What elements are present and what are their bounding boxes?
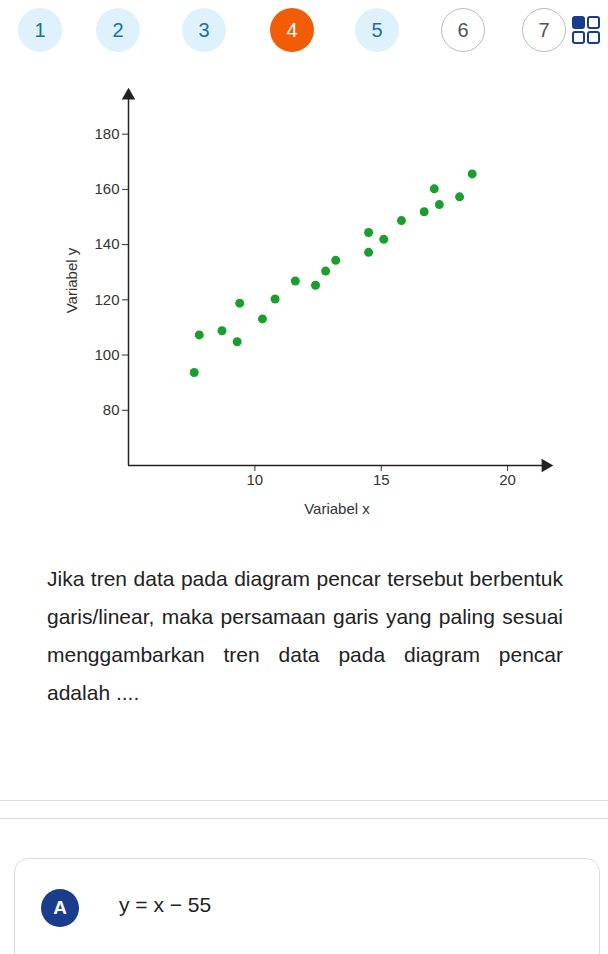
html-text:y = x − 55: y = x − 55 <box>119 893 212 916</box>
html-text:2: 2 <box>112 18 124 41</box>
html-text:5: 5 <box>371 18 383 41</box>
svg-text:15: 15 <box>373 471 390 488</box>
html-text:4: 4 <box>286 18 298 41</box>
html-text:1: 1 <box>34 18 46 41</box>
html-text:A: A <box>53 897 67 918</box>
html-text:7: 7 <box>538 18 550 41</box>
svg-text:140: 140 <box>94 235 119 252</box>
svg-text:80: 80 <box>103 401 120 418</box>
html-text:3: 3 <box>198 18 210 41</box>
html-text:Jika tren data pada diagram pe: Jika tren data pada diagram pencar terse… <box>47 567 563 704</box>
svg-text:10: 10 <box>247 471 264 488</box>
svg-text:180: 180 <box>94 125 119 142</box>
svg-text:20: 20 <box>499 471 516 488</box>
svg-text:100: 100 <box>94 346 119 363</box>
svg-text:160: 160 <box>94 180 119 197</box>
html-text:6: 6 <box>457 18 469 41</box>
svg-text:Variabel x: Variabel x <box>304 500 370 517</box>
svg-text:120: 120 <box>94 291 119 308</box>
svg-text:Variabel y: Variabel y <box>63 247 80 313</box>
